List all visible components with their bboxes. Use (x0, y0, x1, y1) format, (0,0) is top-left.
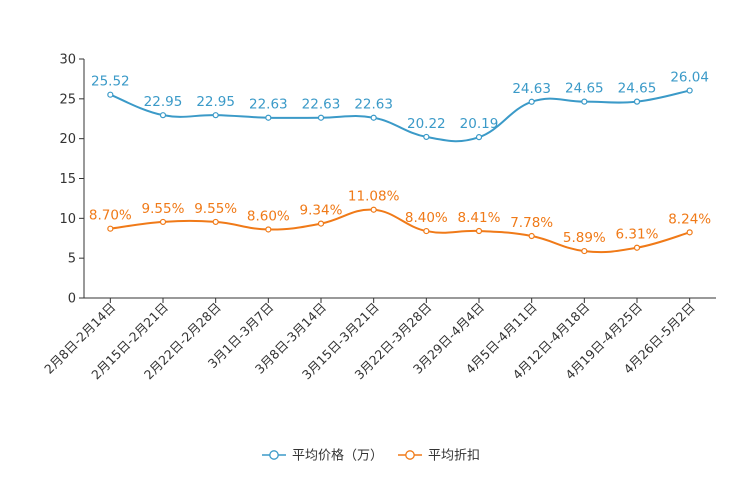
data-label: 8.40% (405, 210, 448, 226)
data-label: 9.55% (194, 201, 237, 217)
legend-label: 平均折扣 (428, 449, 480, 464)
data-point[interactable] (212, 112, 219, 119)
data-point[interactable] (581, 247, 588, 255)
legend-item[interactable]: 平均价格（万） (262, 448, 383, 464)
data-point[interactable] (528, 232, 535, 240)
data-label: 8.70% (89, 208, 132, 224)
data-point[interactable] (159, 218, 167, 226)
data-point[interactable] (265, 114, 272, 121)
data-point[interactable] (265, 226, 272, 233)
data-label: 20.19 (460, 116, 499, 132)
legend-circle-marker (405, 450, 415, 460)
data-label: 25.52 (91, 74, 130, 90)
data-point[interactable] (528, 98, 535, 105)
data-label: 20.22 (407, 116, 446, 132)
series-layer (107, 87, 693, 255)
legend-label: 平均价格（万） (292, 448, 383, 464)
data-point[interactable] (107, 91, 114, 98)
data-label: 8.24% (668, 211, 711, 227)
data-label: 22.95 (144, 94, 183, 110)
data-point[interactable] (423, 133, 430, 141)
data-point[interactable] (317, 220, 325, 227)
data-point[interactable] (107, 225, 114, 232)
data-point[interactable] (686, 229, 693, 236)
y-tick-label: 10 (59, 212, 76, 227)
y-tick-label: 15 (59, 172, 76, 187)
data-label: 24.65 (565, 81, 604, 97)
data-point[interactable] (370, 206, 377, 213)
series-line (109, 89, 690, 143)
data-label: 9.34% (300, 203, 343, 219)
data-point[interactable] (633, 98, 641, 105)
data-label: 8.41% (458, 210, 501, 226)
data-label: 22.95 (196, 94, 235, 110)
data-point[interactable] (370, 114, 377, 121)
legend-circle-marker (269, 450, 279, 460)
data-point[interactable] (686, 87, 693, 94)
data-label: 7.78% (510, 215, 553, 231)
data-label: 22.63 (354, 97, 393, 113)
y-tick-label: 25 (59, 92, 76, 107)
data-point[interactable] (212, 218, 219, 226)
data-point[interactable] (317, 114, 325, 121)
data-label: 9.55% (142, 201, 185, 217)
y-tick-label: 0 (68, 292, 76, 307)
data-point[interactable] (423, 227, 430, 235)
legend: 平均价格（万） 平均折扣 (262, 448, 480, 464)
data-point[interactable] (159, 112, 167, 119)
y-tick-label: 20 (59, 132, 76, 147)
data-label: 22.63 (249, 97, 288, 113)
y-tick-label: 5 (68, 252, 76, 267)
data-label: 24.63 (512, 81, 551, 97)
data-label: 5.89% (563, 230, 606, 246)
data-labels: 25.52 22.95 22.95 22.63 22.63 22.63 20.22 20.19… (89, 70, 711, 247)
data-point[interactable] (475, 134, 483, 141)
data-point[interactable] (475, 227, 483, 235)
series-line (110, 208, 690, 254)
data-label: 26.04 (670, 70, 709, 86)
data-label: 24.65 (618, 81, 657, 97)
data-label: 6.31% (616, 227, 659, 243)
data-label: 22.63 (302, 97, 341, 113)
data-point[interactable] (633, 244, 641, 251)
data-point[interactable] (581, 98, 588, 105)
legend-item[interactable]: 平均折扣 (398, 449, 480, 464)
y-tick-label: 30 (59, 53, 76, 68)
data-label: 8.60% (247, 208, 290, 224)
data-label: 11.08% (348, 189, 400, 205)
